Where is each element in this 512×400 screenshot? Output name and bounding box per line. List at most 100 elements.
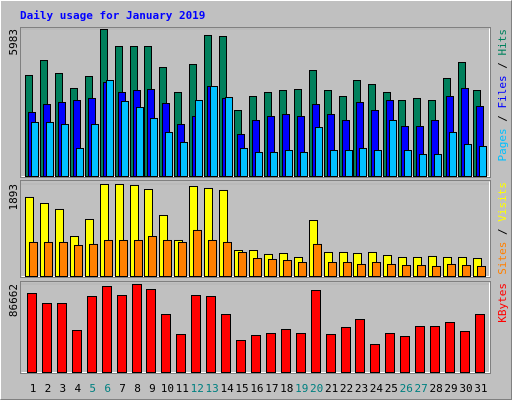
bar: [343, 262, 352, 278]
bar: [206, 296, 216, 373]
y-max-label: 1893: [7, 184, 20, 211]
x-tick-label: 11: [176, 382, 189, 395]
x-tick-label: 1: [30, 382, 37, 395]
x-tick-label: 22: [340, 382, 353, 395]
bar: [180, 141, 188, 177]
bar: [163, 239, 172, 277]
bar: [404, 150, 412, 178]
bar: [283, 260, 292, 277]
bar: [330, 150, 338, 178]
x-tick-label: 14: [220, 382, 234, 395]
bar: [240, 147, 248, 178]
bar: [238, 251, 247, 277]
bar: [27, 292, 37, 373]
x-tick-label: 31: [474, 382, 487, 395]
bar: [389, 120, 397, 177]
x-tick-label: 8: [134, 382, 141, 395]
bar: [223, 241, 232, 277]
bar: [311, 290, 321, 373]
bar: [253, 258, 262, 278]
x-tick-label: 28: [429, 382, 442, 395]
legend-separator: /: [496, 56, 509, 76]
bar: [479, 146, 487, 178]
x-tick-label: 29: [444, 382, 457, 395]
bar: [165, 131, 173, 177]
bar: [251, 334, 261, 374]
x-tick-label: 2: [45, 382, 52, 395]
bar: [415, 326, 425, 374]
bar: [61, 124, 69, 177]
bar: [341, 326, 351, 373]
bar: [385, 332, 395, 374]
bar: [29, 241, 38, 277]
bar: [134, 239, 143, 277]
x-tick-label: 3: [60, 382, 67, 395]
bar: [460, 330, 470, 373]
y-max-label: 5983: [7, 29, 20, 56]
bar: [117, 294, 127, 373]
legend-entry: KBytes: [496, 283, 509, 323]
legend: Pages / Files / Hits: [496, 29, 509, 162]
bar: [268, 258, 277, 277]
bar: [46, 121, 54, 177]
bar: [270, 151, 278, 177]
bar: [400, 336, 410, 374]
bar: [434, 154, 442, 177]
bar: [313, 243, 322, 278]
bar: [236, 340, 246, 374]
legend-entry: Visits: [496, 182, 509, 222]
bar: [148, 236, 157, 277]
bar: [191, 294, 201, 373]
legend: KBytes: [496, 283, 509, 323]
bar: [417, 265, 426, 278]
bar: [419, 154, 427, 177]
bar: [402, 265, 411, 278]
bar: [477, 265, 486, 277]
bar: [255, 151, 263, 177]
x-tick-label: 27: [415, 382, 428, 395]
bar: [266, 332, 276, 374]
y-max-label: 86662: [7, 284, 20, 317]
x-tick-label: 17: [265, 382, 278, 395]
bar: [89, 243, 98, 278]
bar: [146, 288, 156, 373]
x-tick-label: 20: [310, 382, 323, 395]
bar: [475, 313, 485, 373]
x-tick-label: 12: [191, 382, 204, 395]
x-tick-label: 23: [355, 382, 368, 395]
x-tick-label: 5: [89, 382, 96, 395]
bar: [132, 284, 142, 373]
bar: [193, 229, 202, 277]
bar: [370, 344, 380, 373]
bar: [208, 239, 217, 277]
bar: [59, 241, 68, 277]
bar: [387, 263, 396, 278]
bar: [374, 150, 382, 178]
x-tick-label: 18: [280, 382, 293, 395]
bar: [357, 263, 366, 278]
bar: [104, 239, 113, 277]
legend-entry: Hits: [496, 29, 509, 56]
legend: Sites / Visits: [496, 182, 509, 275]
bar: [74, 244, 83, 277]
bar: [31, 121, 39, 177]
bar: [72, 330, 82, 374]
x-tick-label: 16: [250, 382, 263, 395]
bar: [87, 296, 97, 373]
x-tick-label: 13: [206, 382, 219, 395]
bar: [106, 80, 114, 177]
legend-entry: Pages: [496, 128, 509, 161]
x-tick-label: 25: [385, 382, 398, 395]
bar: [102, 286, 112, 373]
bar: [119, 239, 128, 277]
bar: [296, 332, 306, 374]
x-tick-label: 7: [119, 382, 126, 395]
chart-title: Daily usage for January 2019: [20, 9, 205, 22]
bar: [300, 151, 308, 177]
bar: [326, 334, 336, 373]
bar: [225, 97, 233, 177]
bar: [432, 265, 441, 277]
bar: [359, 147, 367, 178]
bar: [178, 241, 187, 277]
